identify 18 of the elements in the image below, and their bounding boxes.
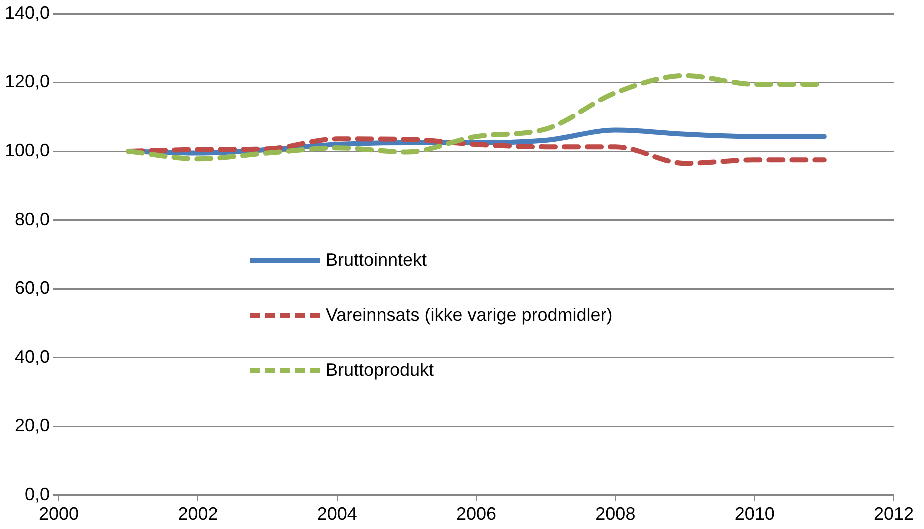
x-tick-label: 2010 [734,504,775,524]
y-tick-label: 100,0 [4,140,50,161]
x-tick-label: 2008 [596,504,636,524]
x-tick-label: 2012 [874,504,914,524]
x-tick-label: 2002 [178,504,218,524]
y-tick-label: 120,0 [4,72,50,92]
y-tick-label: 140,0 [4,2,50,23]
x-tick-label: 2006 [456,504,497,524]
y-tick-label: 80,0 [14,209,50,230]
legend-label: Bruttoinntekt [326,250,428,271]
x-tick-label: 2004 [317,504,358,524]
x-tick-label: 2000 [39,504,80,524]
y-tick-label: 40,0 [14,346,50,367]
legend-label: Vareinnsats (ikke varige prodmidler) [326,305,613,326]
y-tick-label: 60,0 [14,278,50,298]
y-tick-label: 0,0 [25,484,50,504]
legend-label: Bruttoprodukt [326,360,434,381]
y-tick-label: 20,0 [14,416,50,436]
